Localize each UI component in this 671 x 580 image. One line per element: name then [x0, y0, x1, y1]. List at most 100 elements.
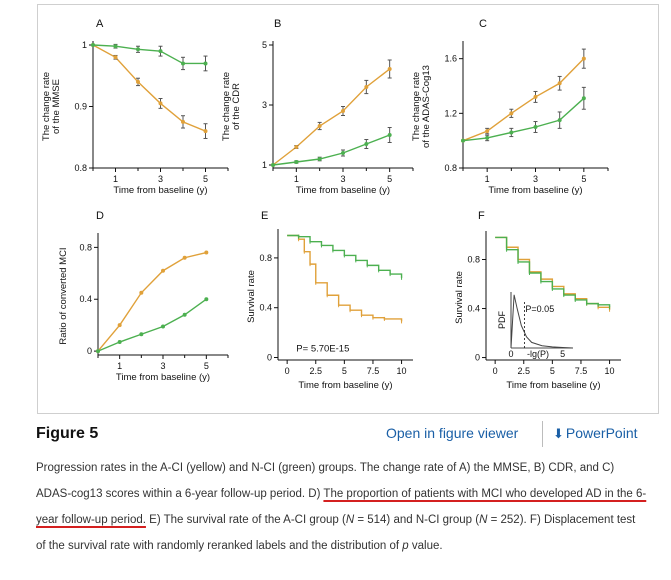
panel-d-point: [117, 340, 122, 345]
panel-a-point: [203, 61, 208, 66]
panel-b-letter: B: [274, 18, 281, 30]
panel-a-point: [136, 79, 140, 84]
panel-c-point: [509, 130, 514, 135]
panel-b-x-label: Time from baseline (y): [296, 185, 390, 196]
figure-title: Figure 5: [36, 425, 99, 442]
panel-d-x-tick-label: 1: [117, 361, 122, 371]
panel-a-series-a-ci: [92, 44, 206, 132]
panel-b-point: [387, 133, 392, 137]
panel-b-series-a-ci: [272, 68, 391, 166]
panel-a-y-label-line1: The change rate: [41, 72, 52, 141]
panel-c-point: [461, 138, 465, 143]
panel-c-x-tick-label: 1: [485, 174, 490, 184]
panel-c-point: [581, 56, 586, 61]
caption-part-9: value.: [408, 540, 443, 552]
inset-y-label: PDF: [497, 310, 507, 329]
panel-a-x-tick-label: 5: [203, 174, 208, 184]
panel-c-point: [509, 111, 514, 116]
panel-d-point: [139, 332, 144, 337]
panel-a-point: [181, 61, 185, 66]
panel-b-x-tick-label: 3: [340, 174, 345, 184]
panel-d-point: [161, 268, 165, 273]
powerpoint-download-link[interactable]: ⬇ PowerPoint: [553, 425, 638, 442]
panel-d-y-label: Ratio of converted MCI: [58, 247, 69, 344]
link-divider: [542, 421, 543, 447]
panel-e-x-tick-label: 10: [397, 366, 407, 376]
panel-a-point: [181, 119, 185, 124]
panel-d-point: [204, 297, 209, 302]
panel-b-point: [294, 145, 299, 149]
panel-b-point: [294, 160, 299, 164]
figure-caption: Progression rates in the A-CI (yellow) a…: [36, 455, 648, 559]
panel-a-x-tick-label: 1: [113, 174, 118, 184]
panel-e-p-value: P= 5.70E-15: [296, 343, 349, 354]
inset-pdf-curve: [510, 294, 574, 349]
caption-part-3: E) The survival rate of the A-CI group (: [145, 514, 346, 526]
panel-e-y-tick-label: 0.8: [259, 253, 272, 263]
panel-b-y-label-line1: The change rate: [221, 72, 232, 141]
panel-c-letter: C: [479, 18, 487, 30]
panel-c-point: [581, 96, 586, 101]
panel-e-series-a-ci: [287, 234, 403, 322]
panel-e-x-tick-label: 5: [342, 366, 347, 376]
panel-d-letter: D: [96, 210, 104, 222]
panel-d-series-n-ci: [97, 298, 207, 352]
panel-a-point: [91, 43, 95, 47]
panel-d-point: [96, 349, 100, 354]
caption-n-1: N: [345, 514, 355, 526]
panel-e-x-tick-label: 2.5: [309, 366, 322, 376]
caption-part-1: Progression rates in the A-CI (yellow) a…: [36, 462, 615, 500]
panel-f-x-tick-label: 5: [550, 366, 555, 376]
panel-b-point: [387, 67, 392, 71]
panel-d-point: [182, 312, 187, 317]
caption-p: p: [402, 540, 409, 552]
caption-underlined: The proportion of patients with MCI who …: [36, 488, 647, 526]
panel-e-x-label: Time from baseline (y): [298, 380, 392, 391]
panel-c-point: [533, 125, 538, 129]
panel-d-x-tick-label: 5: [204, 361, 209, 371]
panel-a-point: [113, 55, 118, 60]
panel-c-y-tick-label: 1.6: [444, 54, 457, 64]
open-figure-viewer-link[interactable]: Open in figure viewer: [386, 425, 519, 441]
panel-b-y-tick-label: 3: [262, 100, 267, 110]
panel-b-x-tick-label: 1: [294, 174, 299, 184]
panel-c-y-tick-label: 1.2: [444, 108, 457, 118]
panel-f-x-label: Time from baseline (y): [506, 380, 600, 391]
panel-b-point: [317, 157, 322, 161]
panel-f: F 0 0.4 0.8 0 2.5 5 7.5 10 Time from baseline (y)…: [454, 210, 621, 391]
panel-c-x-tick-label: 3: [533, 174, 538, 184]
panel-b-y-label-line2: of the CDR: [231, 83, 242, 130]
panel-d-series-a-ci: [97, 251, 207, 352]
panel-c-y-tick-label: 0.8: [444, 163, 457, 173]
caption-part-7: = 252). F) Displacement test of the surv…: [36, 514, 636, 552]
panel-c-point: [557, 81, 562, 86]
panel-b-series-n-ci: [272, 134, 390, 166]
panel-d-point: [182, 255, 187, 260]
panel-d-y-tick-label: 0.8: [79, 242, 92, 252]
inset-x-label: -lg(P): [527, 349, 549, 359]
panel-a-y-tick-label: 0.8: [74, 163, 87, 173]
panel-e-x-tick-label: 7.5: [367, 366, 380, 376]
panel-a-letter: A: [96, 18, 104, 30]
panel-d-y-tick-label: 0.4: [79, 294, 92, 304]
panel-d-y-tick-label: 0: [87, 346, 92, 356]
panel-b-point: [364, 142, 369, 146]
panel-b-point: [364, 85, 369, 89]
panel-f-y-label: Survival rate: [454, 271, 465, 324]
panel-f-x-tick-label: 7.5: [575, 366, 588, 376]
panel-e-y-tick-label: 0: [267, 353, 272, 363]
panel-a-point: [158, 49, 163, 54]
panel-c-point: [485, 129, 490, 134]
panel-f-y-tick-label: 0.4: [467, 304, 480, 314]
panel-d-point: [161, 324, 165, 329]
panel-a-point: [158, 101, 163, 106]
panel-f-x-tick-label: 2.5: [517, 366, 530, 376]
caption-part-5: = 514) and N-CI group (: [354, 514, 480, 526]
panel-b-point: [271, 163, 275, 167]
panel-e-y-tick-label: 0.4: [259, 303, 272, 313]
panel-c-series-a-ci: [462, 58, 585, 142]
panel-b-x-tick-label: 5: [387, 174, 392, 184]
download-icon: ⬇: [553, 426, 564, 441]
